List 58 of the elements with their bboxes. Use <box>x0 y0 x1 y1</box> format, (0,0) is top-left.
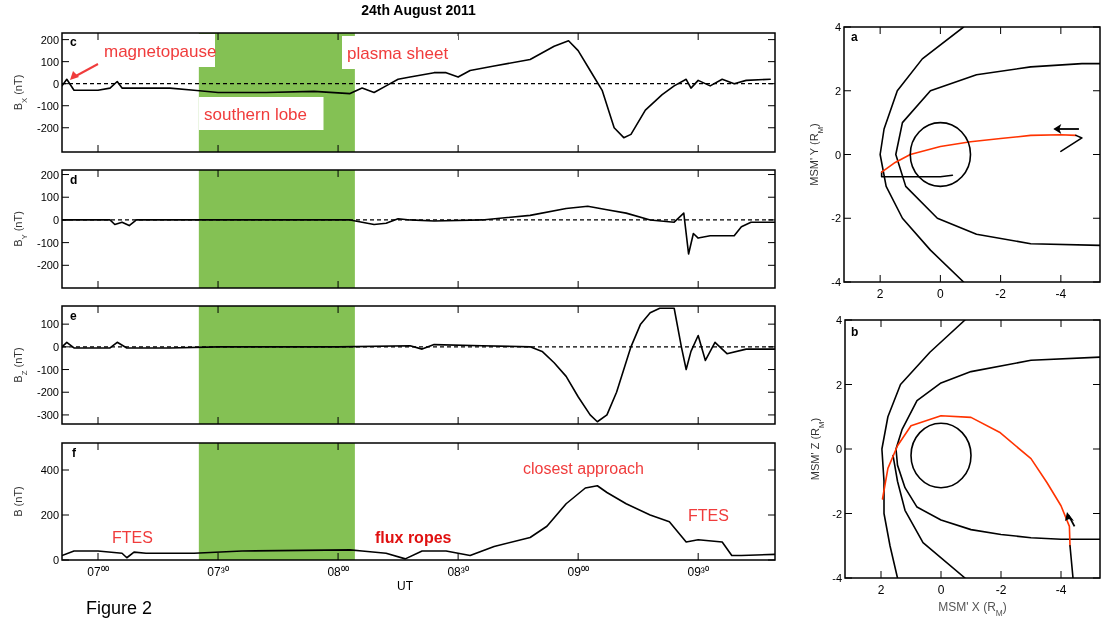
x-tick-label: 09⁰⁰ <box>567 565 589 579</box>
y-tick-label: 4 <box>834 21 841 33</box>
y-tick-label: 100 <box>40 191 59 204</box>
y-tick-label: 0 <box>52 213 59 226</box>
annotation: flux ropes <box>375 529 452 546</box>
x-tick-label: 07⁰⁰ <box>87 565 109 579</box>
chart-title: 24th August 2011 <box>361 2 477 18</box>
y-tick-label: 2 <box>834 84 841 97</box>
y-tick-label: 0 <box>52 340 59 353</box>
annotation: FTES <box>688 507 729 524</box>
y-tick-label: 0 <box>835 443 842 455</box>
annotation: e <box>70 309 77 323</box>
y-tick-label: -200 <box>36 121 59 134</box>
annotation: b <box>851 325 859 339</box>
y-tick-label: 200 <box>40 33 59 46</box>
y-tick-label: -4 <box>831 276 841 288</box>
y-tick-label: -200 <box>36 259 59 272</box>
y-tick-label: -2 <box>831 212 841 225</box>
x-tick-label: -4 <box>1055 583 1067 597</box>
x-tick-label: 0 <box>937 583 945 597</box>
annotation: f <box>72 446 77 460</box>
caption: Figure 2 <box>86 598 153 618</box>
y-tick-label: 0 <box>52 77 59 90</box>
y-tick-label: 200 <box>40 168 59 181</box>
x-tick-label: 2 <box>876 287 884 301</box>
annotation: closest approach <box>523 460 644 477</box>
x-tick-label: -4 <box>1055 287 1067 301</box>
y-tick-label: 100 <box>40 318 59 331</box>
x-axis-title: UT <box>397 579 414 593</box>
y-axis-title: B (nT) <box>12 486 24 517</box>
annotation: plasma sheet <box>347 44 449 63</box>
y-tick-label: -2 <box>832 507 842 520</box>
x-axis-title: MSM' X (R$_{M}$) <box>938 600 1007 618</box>
annotation: a <box>851 30 858 44</box>
annotation: FTES <box>112 529 153 546</box>
x-tick-label: 07³⁰ <box>207 565 229 579</box>
x-tick-label: -2 <box>995 583 1007 597</box>
y-tick-label: -100 <box>36 363 59 376</box>
annotation: c <box>70 35 77 49</box>
annotation: southern lobe <box>204 105 308 124</box>
y-tick-label: -100 <box>36 99 59 112</box>
y-tick-label: 2 <box>835 378 842 391</box>
y-tick-label: 200 <box>40 509 59 521</box>
y-tick-label: -100 <box>36 236 59 249</box>
x-tick-label: 09³⁰ <box>687 565 709 579</box>
x-tick-label: 0 <box>937 287 945 301</box>
y-tick-label: -300 <box>36 408 59 421</box>
y-tick-label: -200 <box>36 386 59 399</box>
y-tick-label: 0 <box>834 148 841 161</box>
annotation: d <box>70 173 78 187</box>
x-tick-label: 08³⁰ <box>447 565 469 579</box>
x-tick-label: 2 <box>877 583 885 597</box>
y-tick-label: 0 <box>52 554 59 566</box>
y-tick-label: 100 <box>40 55 59 68</box>
y-tick-label: 400 <box>40 464 59 476</box>
y-tick-label: 4 <box>835 314 842 326</box>
x-tick-label: -2 <box>995 287 1007 301</box>
x-tick-label: 08⁰⁰ <box>327 565 349 579</box>
